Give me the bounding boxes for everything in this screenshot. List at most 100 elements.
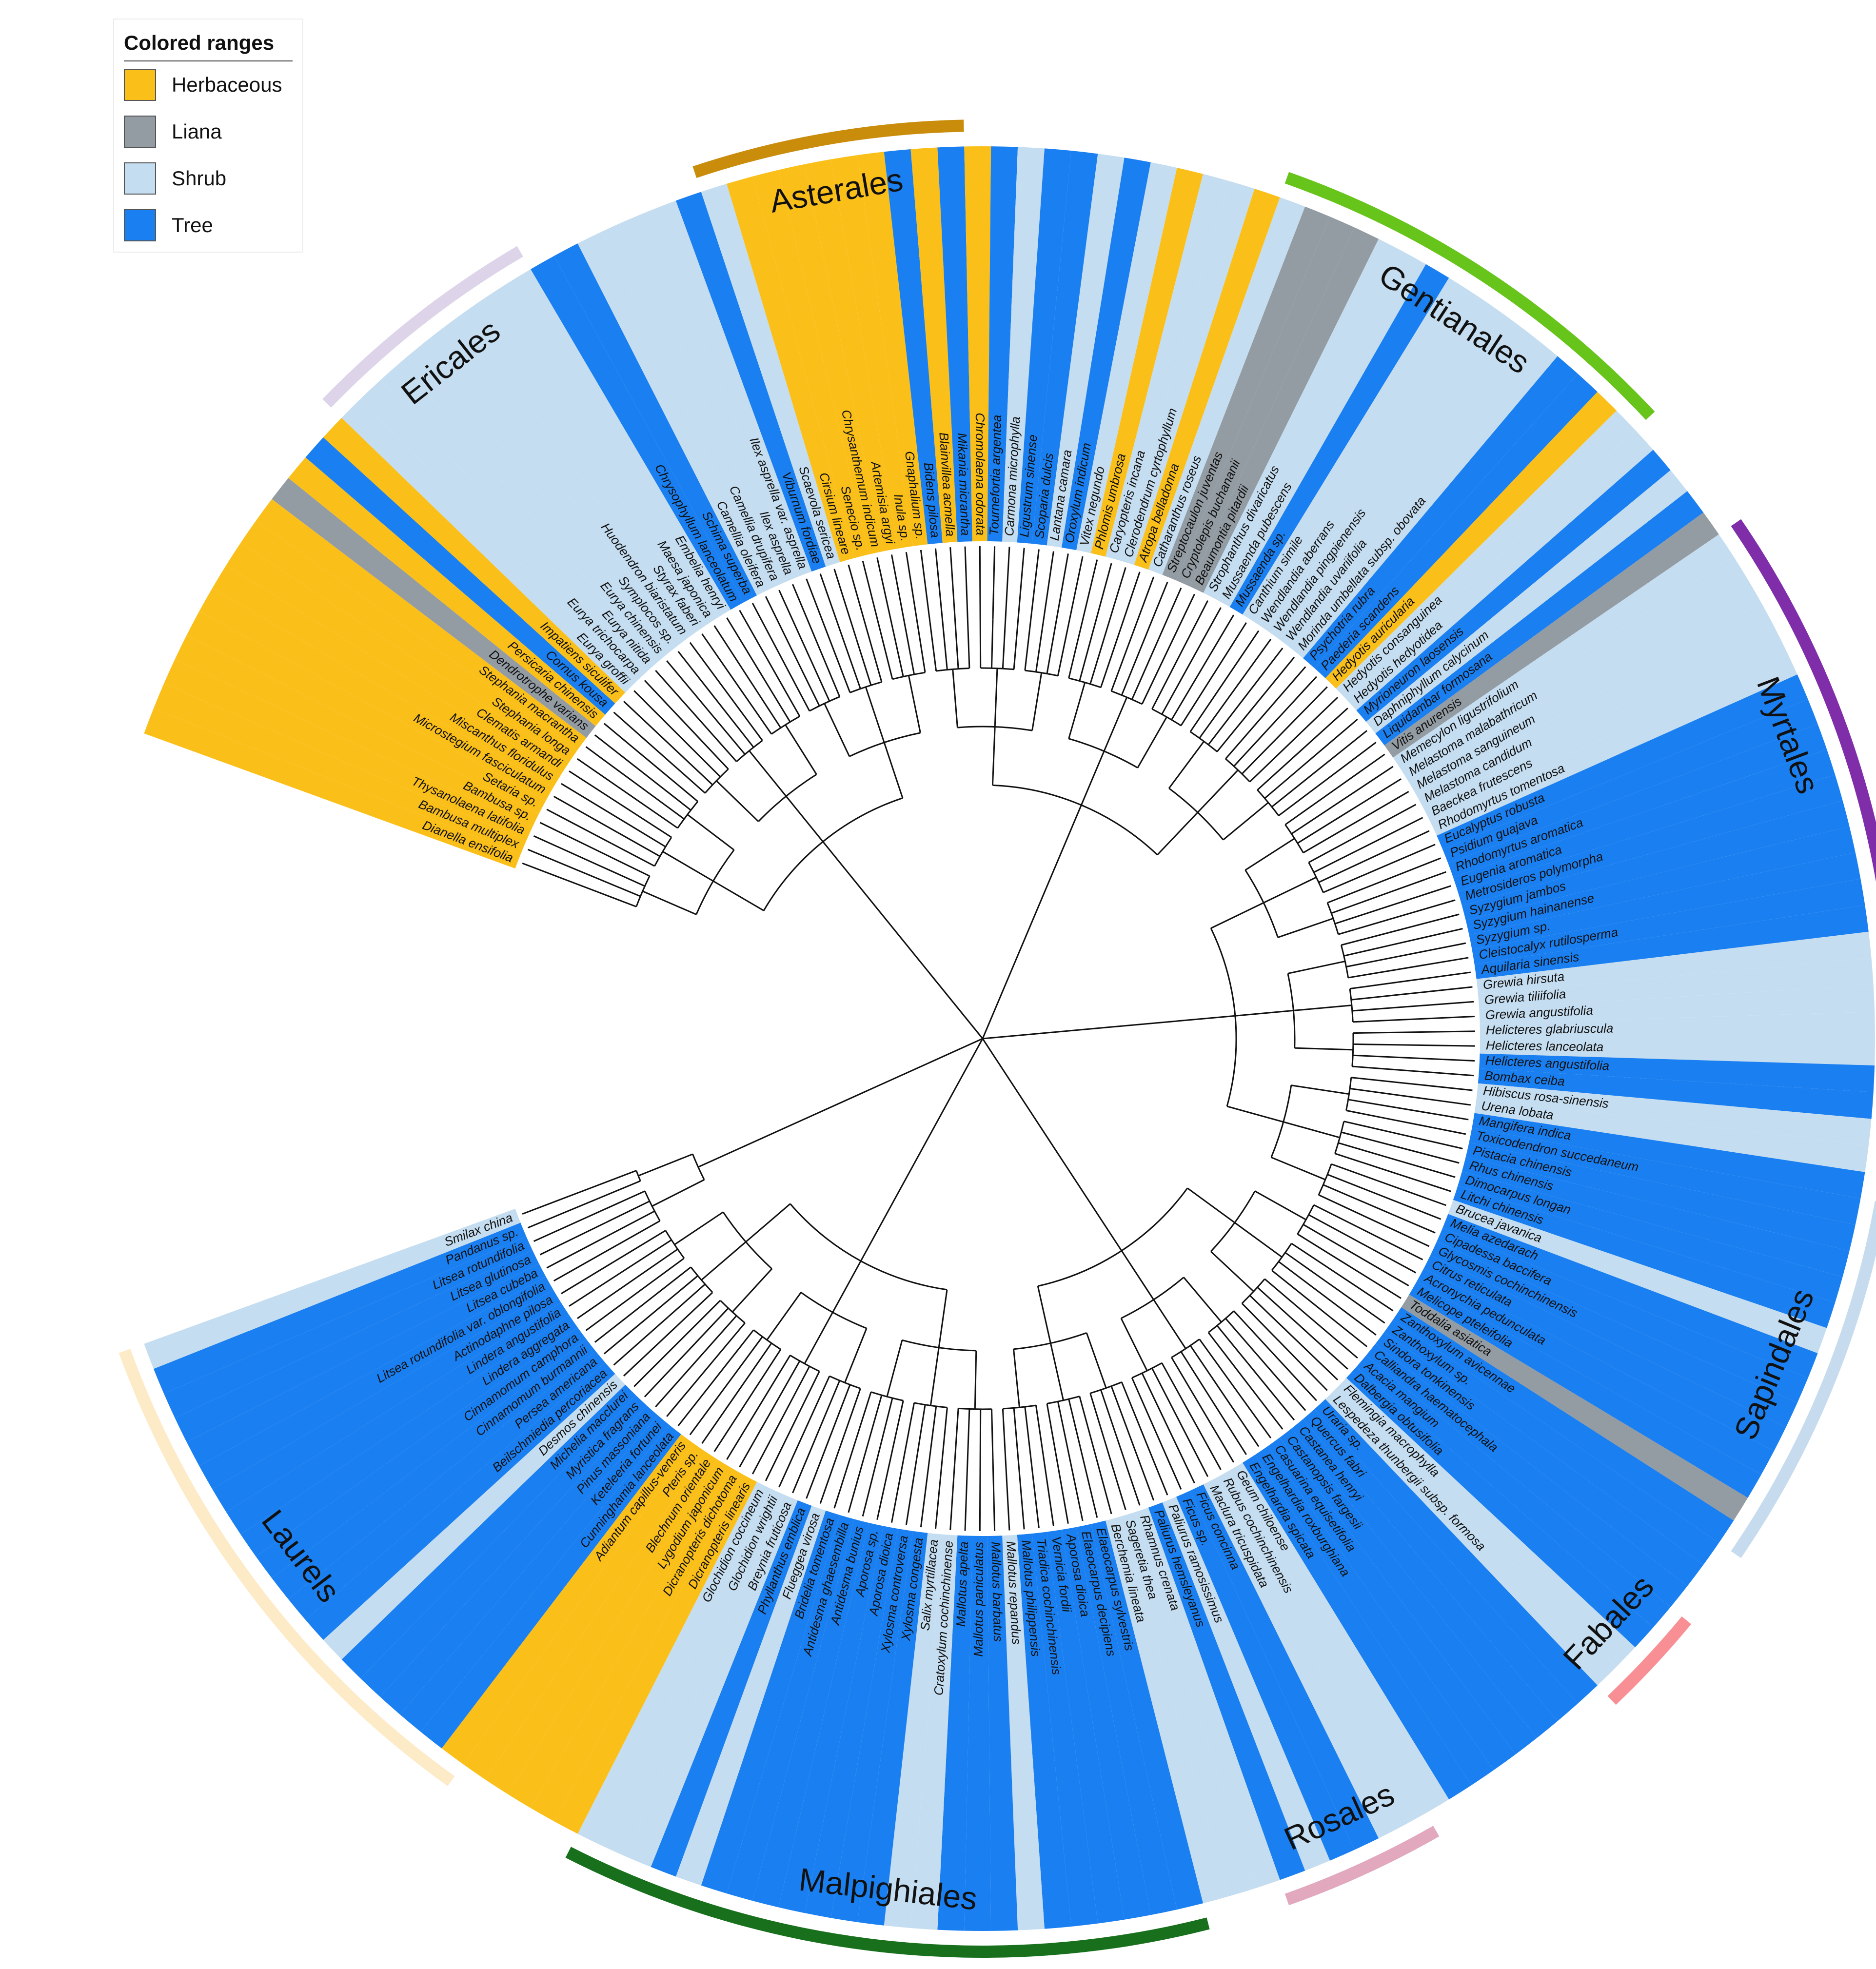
leaf-branch xyxy=(1237,1371,1284,1430)
leaf-branch xyxy=(623,701,678,752)
leaf-branch xyxy=(934,548,944,622)
leaf-branch xyxy=(633,1334,687,1387)
legend-label-herbaceous: Herbaceous xyxy=(172,73,282,96)
leaf-branch xyxy=(1398,971,1471,983)
leaf-branch xyxy=(527,1199,596,1229)
range-band xyxy=(1356,1355,1671,1628)
leaf-label: Helicteres glabriuscula xyxy=(1486,1021,1614,1037)
range-band xyxy=(1480,1039,1875,1065)
range-band xyxy=(1189,1484,1379,1850)
range-band xyxy=(830,155,913,549)
range-band xyxy=(857,1531,928,1926)
range-band xyxy=(1017,148,1071,544)
range-band xyxy=(1291,339,1558,658)
leaf-branch xyxy=(1402,1044,1475,1047)
range-band xyxy=(1148,1502,1305,1880)
range-band xyxy=(1203,1477,1402,1838)
leaf-branch xyxy=(1206,622,1247,685)
legend-swatch-liana xyxy=(124,116,156,148)
range-band xyxy=(804,159,898,551)
range-band xyxy=(1480,1012,1875,1039)
range-band xyxy=(485,1451,718,1794)
range-band xyxy=(1458,1171,1843,1303)
leaf-branch xyxy=(1162,593,1195,661)
range-band xyxy=(1478,1068,1874,1119)
range-band xyxy=(1465,1142,1856,1251)
range-band xyxy=(175,1250,539,1442)
leaf-branch xyxy=(522,1187,591,1215)
leaf-branch xyxy=(1301,718,1358,768)
leaf-branch xyxy=(949,1457,956,1530)
leaf-branch xyxy=(1029,549,1040,622)
leaf-branch xyxy=(594,1297,653,1343)
range-band xyxy=(1437,674,1808,849)
range-band xyxy=(305,437,615,715)
range-band xyxy=(1474,905,1869,979)
leaf-branch xyxy=(1151,588,1182,655)
range-band xyxy=(272,478,596,738)
leaf-branch xyxy=(1217,630,1260,692)
range-band xyxy=(1189,227,1379,593)
leaf-branch xyxy=(1127,576,1155,646)
leaf-branch xyxy=(1351,1237,1417,1274)
range-band xyxy=(175,635,539,827)
leaf-branch xyxy=(765,1415,799,1481)
leaf-branch xyxy=(1266,676,1317,731)
range-band xyxy=(1409,579,1761,796)
leaf-branch xyxy=(1017,1456,1025,1530)
range-band xyxy=(778,164,884,555)
leaf-label: Mallotus barbatus xyxy=(988,1541,1006,1642)
leaf-branch xyxy=(1372,857,1442,886)
range-band xyxy=(1366,470,1688,734)
leaf-branch xyxy=(1079,1446,1098,1518)
leaf-branch xyxy=(920,1455,931,1528)
leaf-branch xyxy=(569,1265,631,1307)
leaf-branch xyxy=(1005,547,1010,620)
range-band xyxy=(153,684,527,855)
range-band xyxy=(1476,931,1872,994)
range-band xyxy=(1453,1185,1836,1328)
range-band xyxy=(857,152,928,547)
leaf-branch xyxy=(561,783,625,823)
leaf-branch xyxy=(1196,614,1235,678)
range-band xyxy=(240,520,578,763)
range-band xyxy=(272,1339,596,1599)
leaf-branch xyxy=(1139,582,1168,650)
range-band xyxy=(1162,1496,1330,1871)
leaf-label: Helicteres lanceolata xyxy=(1486,1038,1604,1054)
range-band xyxy=(1032,1532,1098,1927)
leaf-branch xyxy=(553,1244,618,1282)
range-band xyxy=(964,146,991,542)
range-band xyxy=(1105,174,1229,561)
leaf-branch xyxy=(1391,1131,1463,1150)
range-band xyxy=(1384,1319,1719,1565)
range-band xyxy=(256,1327,587,1578)
colored-ranges xyxy=(144,146,1875,1931)
clade-arc xyxy=(322,246,523,408)
range-band xyxy=(1448,1200,1827,1354)
leaf-label: Chromolaena odorata xyxy=(973,413,988,535)
range-band xyxy=(1423,626,1786,822)
leaf-branch xyxy=(1345,1248,1409,1286)
range-band xyxy=(288,1351,606,1620)
leaf-branch xyxy=(1367,844,1436,874)
leaf-branch xyxy=(819,573,845,643)
range-band xyxy=(651,1500,812,1877)
range-band xyxy=(601,220,784,589)
leaf-branch xyxy=(1162,1417,1195,1484)
leaf-branch xyxy=(949,547,956,620)
leaf-branch xyxy=(1391,927,1463,946)
leaf-label: Mallotus paniculatus xyxy=(971,1542,986,1657)
leaf-branch xyxy=(1331,766,1394,807)
range-band xyxy=(1437,1228,1808,1403)
range-band xyxy=(441,313,693,643)
range-band xyxy=(1303,356,1578,668)
leaf-branch xyxy=(819,1434,845,1504)
range-band xyxy=(508,269,731,618)
leaf-branch xyxy=(1377,1180,1446,1206)
range-band xyxy=(199,588,553,801)
range-band xyxy=(1280,323,1537,649)
range-band xyxy=(360,380,647,682)
leaf-branch xyxy=(1067,556,1084,629)
